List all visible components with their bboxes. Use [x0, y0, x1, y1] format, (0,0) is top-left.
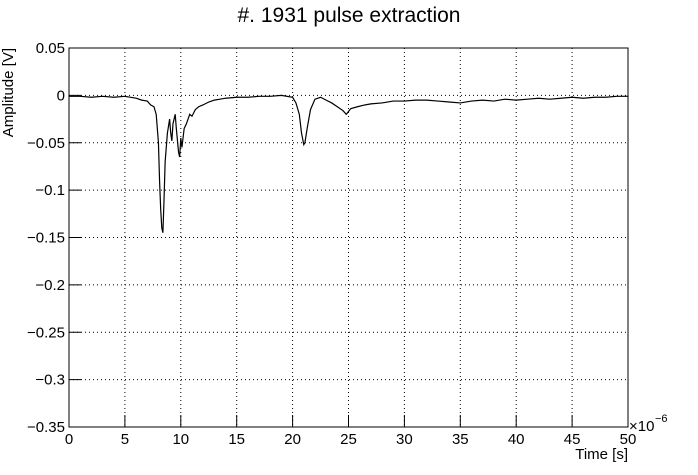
x-tick-label: 5	[121, 431, 129, 448]
y-tick-label: −0.35	[27, 419, 65, 436]
x-tick-label: 0	[65, 431, 73, 448]
y-tick-label: −0.15	[27, 230, 65, 247]
y-tick-label: −0.2	[35, 277, 65, 294]
y-tick-label: −0.05	[27, 135, 65, 152]
y-tick-label: 0.05	[36, 40, 65, 57]
y-tick-label: −0.1	[35, 182, 65, 199]
x-tick-label: 15	[228, 431, 245, 448]
x-tick-label: 30	[396, 431, 413, 448]
x-tick-label: 50	[620, 431, 637, 448]
x-axis-label: Time [s]	[575, 446, 628, 463]
chart-title: #. 1931 pulse extraction	[238, 4, 461, 27]
x-multiplier: ×10	[629, 418, 654, 435]
y-tick-label: −0.3	[35, 372, 65, 389]
x-exponent: −6	[655, 413, 668, 425]
x-tick-label: 10	[172, 431, 189, 448]
y-tick-label: 0	[57, 87, 65, 104]
y-tick-label: −0.25	[27, 324, 65, 341]
x-tick-label: 20	[284, 431, 301, 448]
x-tick-label: 40	[508, 431, 525, 448]
x-tick-label: 45	[564, 431, 581, 448]
x-tick-label: 25	[340, 431, 357, 448]
waveform-line	[69, 94, 628, 233]
x-tick-label: 35	[452, 431, 469, 448]
y-axis-label: Amplitude [V]	[0, 48, 17, 137]
